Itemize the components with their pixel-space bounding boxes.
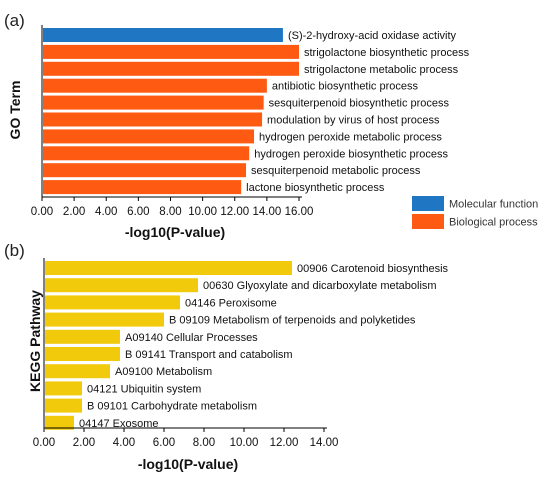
legend-label-biological-process: Biological process (449, 217, 538, 229)
bar-lactone-biosynthetic-process (43, 180, 242, 195)
bar-label-b-09141-transport-and-catabolism: B 09141 Transport and catabolism (125, 349, 293, 361)
x-tick-label: 4.00 (95, 206, 117, 218)
panel-a-tag: (a) (4, 11, 25, 30)
panel-b-tag: (b) (4, 241, 25, 260)
bar-label-b-09101-carbohydrate-metabolism: B 09101 Carbohydrate metabolism (87, 401, 257, 413)
bar-label-modulation-by-virus-of-host-process: modulation by virus of host process (267, 115, 440, 127)
x-tick-label: 16.00 (285, 206, 314, 218)
bar-sesquiterpenoid-biosynthetic-process (43, 95, 264, 110)
bar-00906-carotenoid-biosynthesis (45, 261, 292, 275)
x-tick-label: 8.00 (159, 206, 181, 218)
x-tick-label: 8.00 (193, 437, 215, 449)
x-tick-label: 10.00 (188, 206, 217, 218)
x-tick-label: 2.00 (73, 437, 95, 449)
bar-a09100-metabolism (45, 364, 110, 379)
x-tick-label: 6.00 (127, 206, 149, 218)
bar-04121-ubiquitin-system (45, 381, 82, 396)
x-tick-label: 14.00 (310, 437, 339, 449)
bar-strigolactone-metabolic-process (43, 61, 299, 76)
bar-hydrogen-peroxide-biosynthetic-process (43, 146, 250, 161)
bar-label-00630-glyoxylate-and-dicarboxylate-metabolism: 00630 Glyoxylate and dicarboxylate metab… (203, 280, 437, 292)
bar-label-hydrogen-peroxide-biosynthetic-process: hydrogen peroxide biosynthetic process (254, 148, 448, 160)
bar-modulation-by-virus-of-host-process (43, 112, 263, 127)
bar-label-strigolactone-metabolic-process: strigolactone metabolic process (304, 64, 459, 76)
x-tick-label: 0.00 (33, 437, 55, 449)
panel-b-kegg-chart: (b) KEGG Pathway 00906 Carotenoid biosyn… (4, 241, 449, 472)
bar-04147-exosome (45, 415, 74, 430)
x-tick-label: 4.00 (113, 437, 135, 449)
bar-label-a09140-cellular-processes: A09140 Cellular Processes (125, 332, 258, 344)
panel-a-bars: (S)-2-hydroxy-acid oxidase activity strig… (43, 28, 470, 195)
legend: Molecular function Biological process (412, 196, 538, 229)
bar-antibiotic-biosynthetic-process (43, 78, 267, 93)
panel-a-y-axis-title: GO Term (7, 81, 23, 140)
x-tick-label: 14.00 (252, 206, 281, 218)
x-tick-label: 10.00 (230, 437, 259, 449)
bar-label-s-2-hydroxy-acid-oxidase-activity: (S)-2-hydroxy-acid oxidase activity (288, 30, 457, 42)
bar-label-sesquiterpenoid-biosynthetic-process: sesquiterpenoid biosynthetic process (269, 98, 450, 110)
panel-b-x-ticks: 0.00 2.00 4.00 6.00 8.00 10.00 12.00 14.00 (33, 428, 339, 449)
bar-label-lactone-biosynthetic-process: lactone biosynthetic process (246, 182, 385, 194)
bar-label-strigolactone-biosynthetic-process: strigolactone biosynthetic process (304, 47, 470, 59)
x-tick-label: 6.00 (153, 437, 175, 449)
bar-b-09109-metabolism-of-terpenoids-and-polyketides (45, 312, 164, 327)
bar-00630-glyoxylate-and-dicarboxylate-metabolism (45, 278, 198, 293)
bar-strigolactone-biosynthetic-process (43, 44, 299, 59)
x-tick-label: 2.00 (63, 206, 85, 218)
bar-label-00906-carotenoid-biosynthesis: 00906 Carotenoid biosynthesis (297, 263, 449, 275)
bar-label-04121-ubiquitin-system: 04121 Ubiquitin system (87, 383, 201, 395)
bar-sesquiterpenoid-metabolic-process (43, 163, 246, 178)
panel-b-x-axis-title: -log10(P-value) (138, 456, 238, 472)
bar-b-09141-transport-and-catabolism (45, 347, 120, 361)
bar-label-b-09109-metabolism-of-terpenoids-and-polyketides: B 09109 Metabolism of terpenoids and pol… (169, 315, 416, 327)
bar-hydrogen-peroxide-metabolic-process (43, 129, 255, 144)
bar-label-04146-peroxisome: 04146 Peroxisome (185, 297, 277, 309)
legend-swatch-biological-process (412, 214, 444, 229)
legend-label-molecular-function: Molecular function (449, 199, 538, 211)
panel-b-bars: 00906 Carotenoid biosynthesis 00630 Glyox… (45, 261, 449, 430)
x-tick-label: 0.00 (31, 206, 53, 218)
panel-a-x-axis-title: -log10(P-value) (125, 224, 225, 240)
bar-label-hydrogen-peroxide-metabolic-process: hydrogen peroxide metabolic process (259, 131, 442, 143)
bar-label-sesquiterpenoid-metabolic-process: sesquiterpenoid metabolic process (251, 165, 421, 177)
bar-s-2-hydroxy-acid-oxidase-activity (43, 28, 283, 42)
bar-label-antibiotic-biosynthetic-process: antibiotic biosynthetic process (272, 81, 419, 93)
bar-label-04147-exosome: 04147 Exosome (79, 418, 159, 430)
bar-a09140-cellular-processes (45, 329, 120, 344)
panel-a-x-ticks: 0.00 2.00 4.00 6.00 8.00 10.00 12.00 14.00 16.00 (31, 197, 314, 218)
x-tick-label: 12.00 (270, 437, 299, 449)
x-tick-label: 12.00 (220, 206, 249, 218)
bar-label-a09100-metabolism: A09100 Metabolism (115, 366, 212, 378)
legend-swatch-molecular-function (412, 196, 444, 211)
bar-04146-peroxisome (45, 295, 180, 310)
bar-b-09101-carbohydrate-metabolism (45, 398, 82, 413)
panel-b-y-axis-title: KEGG Pathway (27, 290, 43, 392)
panel-a-go-chart: (a) GO Term (S)-2-hydroxy-acid oxidase a… (4, 11, 470, 240)
